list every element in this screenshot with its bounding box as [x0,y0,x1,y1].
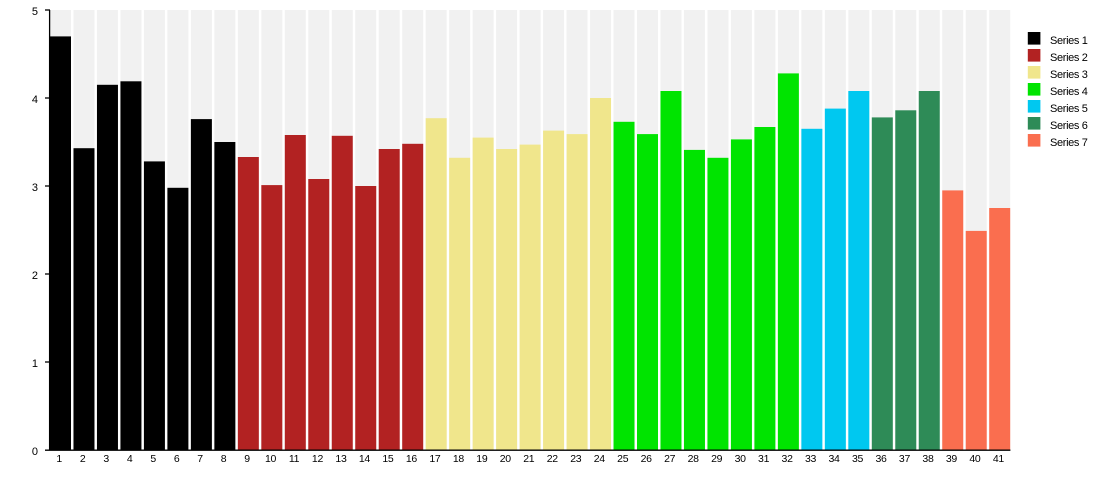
svg-text:Series 7: Series 7 [1050,137,1088,149]
svg-text:4: 4 [127,453,133,465]
svg-text:Series 2: Series 2 [1050,52,1088,64]
svg-text:Series 6: Series 6 [1050,120,1088,132]
svg-text:14: 14 [359,453,371,465]
svg-text:4: 4 [32,94,38,106]
svg-text:Series 5: Series 5 [1050,103,1088,115]
svg-text:19: 19 [476,453,488,465]
svg-text:12: 12 [312,453,324,465]
svg-text:23: 23 [570,453,582,465]
svg-text:24: 24 [594,453,606,465]
svg-text:5: 5 [150,453,156,465]
svg-text:20: 20 [500,453,512,465]
svg-text:8: 8 [221,453,227,465]
svg-text:38: 38 [922,453,934,465]
svg-text:3: 3 [103,453,109,465]
svg-text:7: 7 [197,453,203,465]
svg-text:1: 1 [32,358,38,370]
svg-text:30: 30 [735,453,747,465]
svg-text:11: 11 [289,453,300,465]
svg-text:34: 34 [828,453,840,465]
svg-text:37: 37 [899,453,911,465]
svg-text:39: 39 [946,453,958,465]
svg-text:15: 15 [382,453,394,465]
svg-text:13: 13 [335,453,347,465]
svg-text:25: 25 [617,453,629,465]
svg-text:21: 21 [523,453,535,465]
svg-text:Series 3: Series 3 [1050,69,1088,81]
svg-text:2: 2 [80,453,86,465]
svg-text:6: 6 [174,453,180,465]
svg-text:16: 16 [406,453,418,465]
svg-text:40: 40 [969,453,981,465]
svg-text:22: 22 [547,453,559,465]
svg-text:1: 1 [56,453,62,465]
svg-text:2: 2 [32,270,38,282]
svg-text:18: 18 [453,453,465,465]
svg-text:32: 32 [782,453,794,465]
svg-text:Series 4: Series 4 [1050,86,1088,98]
svg-text:29: 29 [711,453,723,465]
svg-text:10: 10 [265,453,277,465]
svg-text:3: 3 [32,182,38,194]
svg-text:41: 41 [993,453,1005,465]
svg-text:33: 33 [805,453,817,465]
svg-text:17: 17 [429,453,441,465]
svg-text:27: 27 [664,453,676,465]
svg-text:28: 28 [688,453,700,465]
svg-text:31: 31 [758,453,770,465]
svg-text:5: 5 [32,6,38,18]
svg-text:35: 35 [852,453,864,465]
svg-text:26: 26 [641,453,653,465]
svg-text:9: 9 [244,453,250,465]
svg-text:36: 36 [875,453,887,465]
svg-text:Series 1: Series 1 [1050,35,1088,47]
svg-text:0: 0 [32,446,38,458]
